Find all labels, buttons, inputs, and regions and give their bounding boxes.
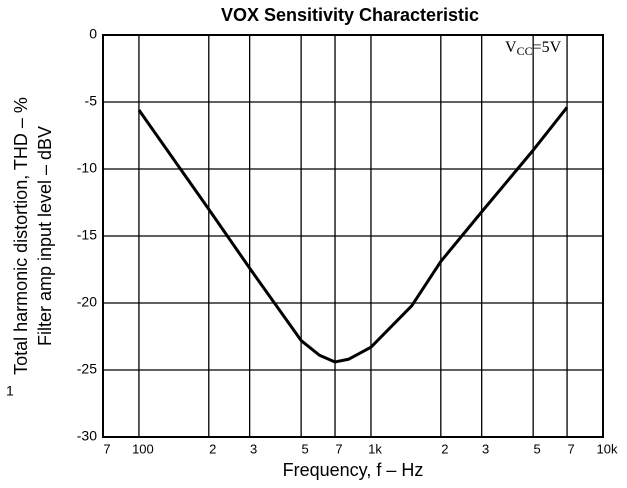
x-tick-label: 1k — [368, 441, 382, 456]
y-axis-label: Filter amp input level – dBV — [35, 126, 55, 346]
curve — [137, 106, 569, 364]
y-tick-label: -30 — [77, 428, 97, 444]
x-tick-label: 5 — [302, 441, 309, 456]
y-axis-label: Total harmonic distortion, THD – % — [11, 97, 31, 375]
y-tick-label: -20 — [77, 294, 97, 310]
x-tick-label: 7 — [567, 441, 574, 456]
x-tick-label: 2 — [209, 441, 216, 456]
y-tick-label: -25 — [77, 361, 97, 377]
x-tick-label: 7 — [335, 441, 342, 456]
y-tick-label: -5 — [85, 93, 98, 109]
x-axis-label: Frequency, f – Hz — [283, 460, 424, 480]
y-tick-label: -10 — [77, 160, 97, 176]
y-tick-label: -15 — [77, 227, 97, 243]
x-tick-label: 100 — [132, 441, 154, 456]
x-tick-label: 2 — [441, 441, 448, 456]
annotation: VCC=5V — [505, 39, 562, 58]
annotation: 1 — [6, 383, 14, 399]
plot-frame — [102, 34, 604, 438]
chart-title: VOX Sensitivity Characteristic — [221, 5, 479, 25]
x-tick-label: 3 — [250, 441, 257, 456]
y-tick-label: 0 — [89, 26, 97, 42]
x-tick-label: 5 — [534, 441, 541, 456]
x-tick-label: 10k — [597, 441, 618, 456]
x-tick-label: 3 — [482, 441, 489, 456]
x-tick-label: 7 — [103, 441, 110, 456]
